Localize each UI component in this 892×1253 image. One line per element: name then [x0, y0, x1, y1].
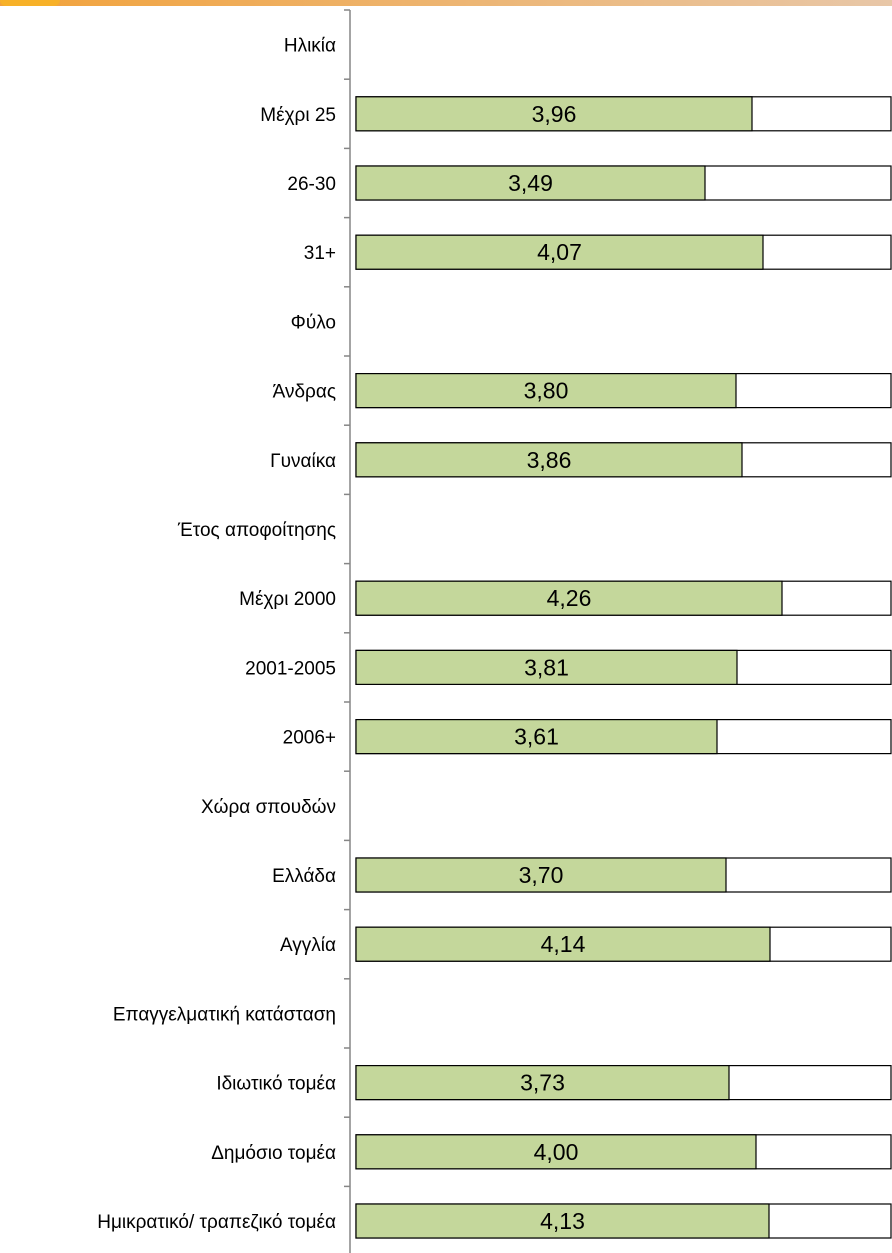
bar	[355, 1203, 770, 1239]
value-label: 3,73	[520, 1070, 565, 1096]
bar	[355, 857, 727, 893]
category-label: Γυναίκα	[270, 451, 336, 472]
value-label: 4,14	[541, 931, 586, 957]
category-label: 2006+	[283, 728, 336, 749]
bar	[355, 926, 771, 962]
logo-fragment	[0, 0, 60, 6]
bar	[355, 165, 706, 201]
bar	[355, 718, 718, 755]
value-label: 4,13	[540, 1208, 585, 1234]
bar	[355, 96, 753, 132]
bar	[355, 1064, 730, 1101]
bar	[355, 234, 764, 270]
value-label: 3,70	[519, 862, 564, 888]
category-axis	[344, 9, 351, 1253]
value-label: 3,81	[524, 654, 569, 680]
category-label: Επαγγελματική κατάσταση	[113, 1004, 336, 1025]
bar	[355, 649, 738, 686]
category-label: 26-30	[287, 174, 336, 195]
category-label: Ηλικία	[284, 36, 336, 57]
bars	[355, 96, 783, 1239]
bar	[355, 373, 737, 409]
category-label: Δημόσιο τομέα	[211, 1143, 336, 1164]
bar	[355, 580, 783, 616]
category-labels: Ηλικία Μέχρι 25 26-30 31+ Φύλο Άνδρας Γυναίκα Έ…	[97, 36, 336, 1233]
category-label: Ιδιωτικό τομέα	[216, 1074, 336, 1095]
bar	[355, 1134, 757, 1170]
category-label: Έτος αποφοίτησης	[177, 520, 336, 541]
category-label: Μέχρι 2000	[239, 589, 336, 610]
value-label: 3,86	[527, 447, 572, 473]
value-label: 3,49	[508, 170, 553, 196]
value-label: 3,61	[514, 724, 559, 750]
category-label: Μέχρι 25	[260, 105, 336, 126]
value-label: 3,96	[532, 101, 577, 127]
value-label: 4,07	[537, 239, 582, 265]
category-label: Αγγλία	[280, 935, 336, 956]
category-label: 31+	[304, 243, 336, 264]
value-label: 4,00	[534, 1139, 579, 1165]
category-label: Ημικρατικό/ τραπεζικό τομέα	[97, 1212, 336, 1233]
value-labels: 3,96 3,49 4,07 3,80 3,86 4,26 3,81 3,61 3,70 4,14…	[508, 101, 591, 1234]
category-label: Χώρα σπουδών	[201, 797, 336, 818]
bar	[355, 442, 743, 478]
value-label: 4,26	[547, 585, 592, 611]
category-label: Ελλάδα	[272, 866, 336, 887]
top-decorative-strip	[0, 0, 892, 6]
category-label: 2001-2005	[245, 658, 336, 679]
category-label: Φύλο	[291, 312, 336, 333]
category-label: Άνδρας	[273, 382, 336, 403]
value-label: 3,80	[524, 378, 569, 404]
